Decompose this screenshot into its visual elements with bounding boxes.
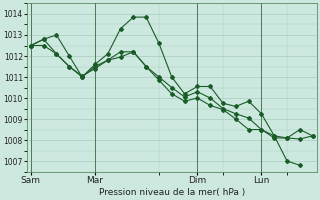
- X-axis label: Pression niveau de la mer( hPa ): Pression niveau de la mer( hPa ): [99, 188, 245, 197]
